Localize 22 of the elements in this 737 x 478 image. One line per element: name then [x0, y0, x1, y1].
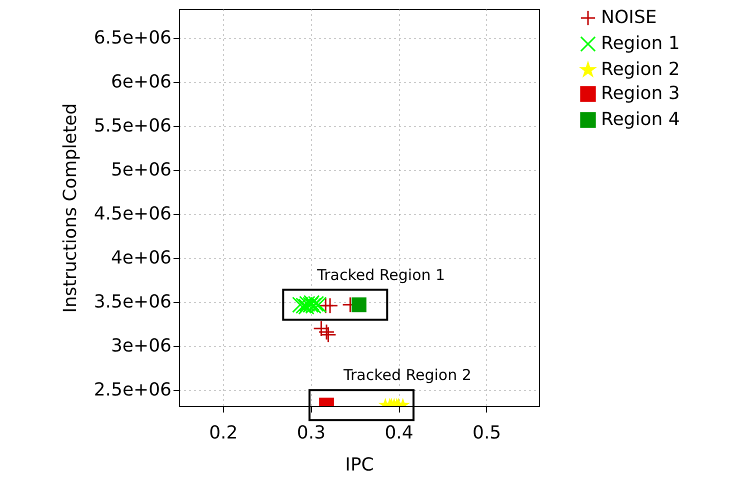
y-tick-label: 3.5e+06 — [94, 292, 172, 313]
y-tick-label: 3e+06 — [110, 336, 172, 357]
annotation: Tracked Region 2 — [342, 366, 472, 384]
legend-label: Region 3 — [601, 83, 680, 104]
x-tick-label: 0.3 — [296, 422, 326, 444]
x-tick-label: 0.4 — [384, 422, 414, 444]
x-tick-label: 0.5 — [472, 422, 502, 444]
annotation: Tracked Region 1 — [316, 266, 446, 284]
y-tick-label: 6.5e+06 — [94, 28, 172, 49]
y-axis-title: Instructions Completed — [60, 103, 81, 313]
legend-label: NOISE — [601, 7, 657, 28]
x-tick-label: 0.2 — [209, 422, 238, 444]
y-tick-label: 5.5e+06 — [94, 116, 172, 137]
y-tick-label: 5e+06 — [110, 160, 172, 181]
legend-label: Region 2 — [601, 59, 680, 80]
x-axis-title: IPC — [345, 454, 374, 476]
y-tick-label: 4.5e+06 — [94, 204, 172, 225]
legend-label: Region 4 — [601, 109, 680, 130]
y-tick-label: 2.5e+06 — [94, 380, 172, 401]
legend-label: Region 1 — [601, 33, 680, 54]
y-tick-label: 4e+06 — [110, 248, 172, 269]
y-tick-label: 6e+06 — [110, 72, 172, 93]
